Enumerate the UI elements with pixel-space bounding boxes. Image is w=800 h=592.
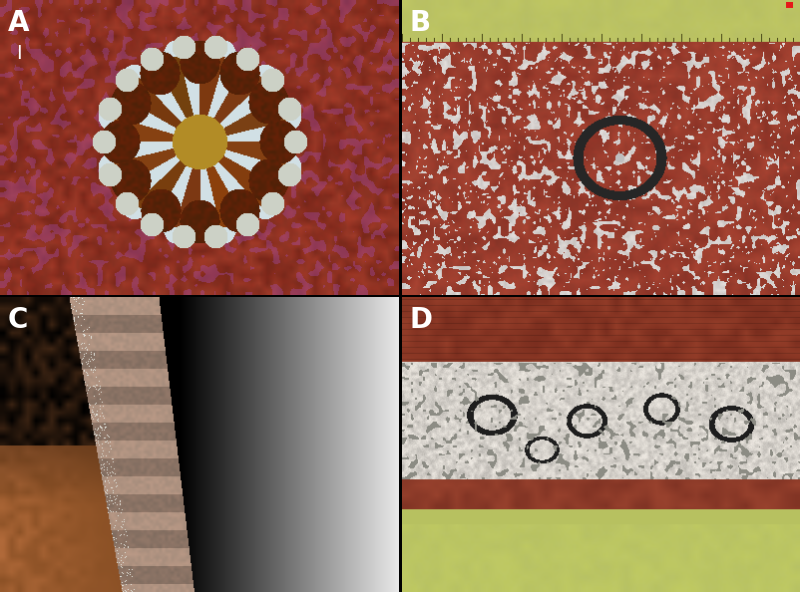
Text: B: B: [410, 9, 430, 37]
Text: D: D: [410, 306, 433, 334]
Text: I: I: [16, 44, 22, 63]
Text: A: A: [8, 9, 30, 37]
Text: C: C: [8, 306, 28, 334]
